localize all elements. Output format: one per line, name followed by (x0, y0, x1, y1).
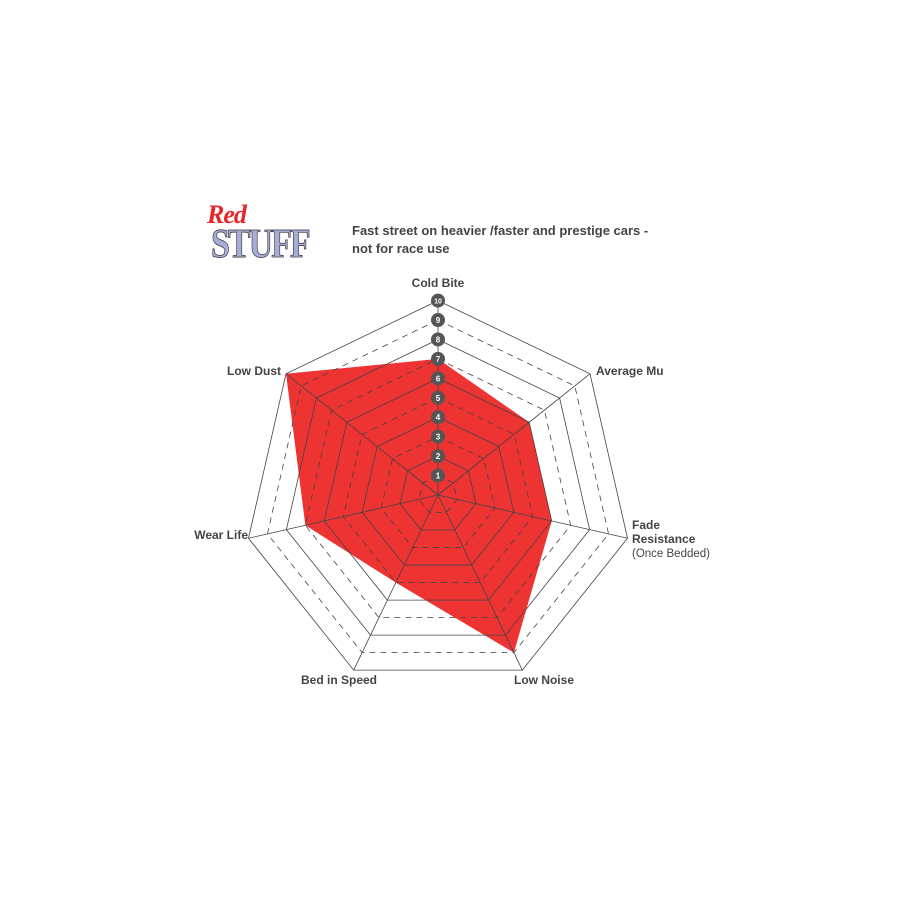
tick-label: 5 (436, 394, 441, 403)
grid-ring-8 (285, 339, 591, 636)
tick-badge (431, 332, 445, 347)
axis-spoke (353, 494, 439, 671)
grid-ring-3 (380, 436, 496, 548)
tick-badge (431, 293, 445, 308)
subtitle-line-1: Fast street on heavier /faster and prest… (352, 223, 649, 238)
tick-label: 2 (436, 452, 441, 461)
grid-ring-2 (399, 455, 477, 531)
chart-subtitle: Fast street on heavier /faster and prest… (352, 222, 652, 258)
tick-badge (431, 313, 445, 328)
axis-label: Low Dust (227, 364, 281, 378)
tick-label: 4 (436, 413, 441, 422)
axis-label: Bed in Speed (301, 673, 377, 687)
axis-label: Cold Bite (412, 276, 465, 290)
tick-badge (431, 429, 445, 444)
axis-label: (Once Bedded) (632, 548, 710, 560)
axis-spoke (248, 494, 439, 539)
tick-label: 10 (434, 299, 442, 306)
redstuff-logo: Red STUFF (205, 200, 311, 267)
subtitle-line-2: not for race use (352, 241, 450, 256)
tick-label: 9 (436, 316, 441, 325)
grid-ring-10 (248, 300, 628, 671)
tick-badge (431, 351, 445, 366)
axis-label: Resistance (632, 532, 696, 546)
tick-label: 1 (436, 472, 441, 481)
tick-badge (431, 390, 445, 405)
grid-ring-4 (361, 416, 515, 566)
axis-spoke (285, 373, 439, 496)
axis-label: Wear Life (194, 528, 248, 542)
axis-label: Average Mu (596, 364, 664, 378)
grid-ring-9 (266, 319, 610, 654)
tick-badge (431, 371, 445, 386)
tick-badge (431, 468, 445, 483)
grid-ring-6 (323, 377, 553, 601)
axis-label: Low Noise (514, 673, 574, 687)
axis-spoke (437, 494, 523, 671)
tick-badge (431, 449, 445, 464)
tick-badge (431, 410, 445, 425)
grid-ring-1 (418, 475, 458, 513)
axis-spoke (437, 373, 591, 496)
tick-label: 7 (436, 355, 441, 364)
tick-label: 8 (436, 335, 441, 344)
grid-ring-7 (304, 358, 572, 619)
tick-label: 6 (436, 374, 441, 383)
tick-label: 3 (436, 433, 441, 442)
axis-spoke (437, 494, 628, 539)
logo-stuff: STUFF (211, 222, 311, 267)
data-polygon (286, 358, 552, 653)
logo-red: Red (207, 200, 247, 229)
axis-label: Fade (632, 518, 660, 532)
